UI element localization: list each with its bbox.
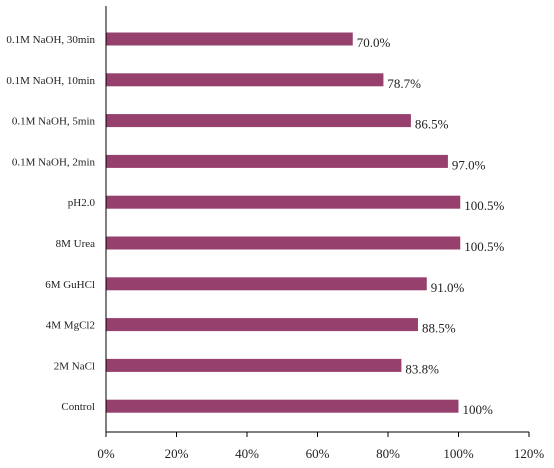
value-label: 100.5% [464, 239, 504, 254]
category-label: pH2.0 [68, 197, 96, 209]
value-labels: 70.0% 78.7% 86.5% 97.0% 100.5% 100.5% 91.0% 88.… [357, 35, 505, 417]
category-label: 0.1M NaOH, 10min [6, 75, 95, 87]
x-tick-label: 20% [165, 446, 189, 461]
category-label: 6M GuHCl [45, 279, 95, 291]
value-label: 86.5% [415, 117, 449, 132]
category-label: 4M MgCl2 [46, 320, 95, 332]
value-label: 97.0% [452, 157, 486, 172]
x-tick-label: 100% [443, 446, 474, 461]
bar [106, 32, 353, 46]
bar [106, 154, 448, 168]
value-label: 100% [463, 402, 494, 417]
bar [106, 195, 461, 209]
bar [106, 318, 418, 332]
bar [106, 277, 427, 291]
bar [106, 73, 384, 87]
bar [106, 399, 459, 413]
bar [106, 236, 461, 250]
category-label: 0.1M NaOH, 5min [12, 116, 96, 128]
value-label: 100.5% [464, 198, 504, 213]
x-tick-label: 80% [376, 446, 400, 461]
category-label: 0.1M NaOH, 2min [12, 156, 96, 168]
category-label: 2M NaCl [54, 360, 95, 372]
x-tick-label: 60% [306, 446, 330, 461]
value-label: 78.7% [387, 76, 421, 91]
bar [106, 358, 402, 372]
category-label: 0.1M NaOH, 30min [6, 34, 95, 46]
category-labels: 0.1M NaOH, 30min 0.1M NaOH, 10min 0.1M NaO… [6, 34, 95, 413]
value-label: 91.0% [431, 280, 465, 295]
x-tick-label: 120% [514, 446, 545, 461]
bars-group [106, 32, 461, 413]
category-label: 8M Urea [56, 238, 96, 250]
value-label: 70.0% [357, 35, 391, 50]
x-axis-ticks: 0% 20% 40% 60% 80% 100% 120% [97, 432, 544, 461]
value-label: 83.8% [405, 361, 439, 376]
x-tick-label: 0% [97, 446, 115, 461]
category-label: Control [61, 401, 95, 413]
bar [106, 114, 411, 128]
x-tick-label: 40% [235, 446, 259, 461]
value-label: 88.5% [422, 321, 456, 336]
